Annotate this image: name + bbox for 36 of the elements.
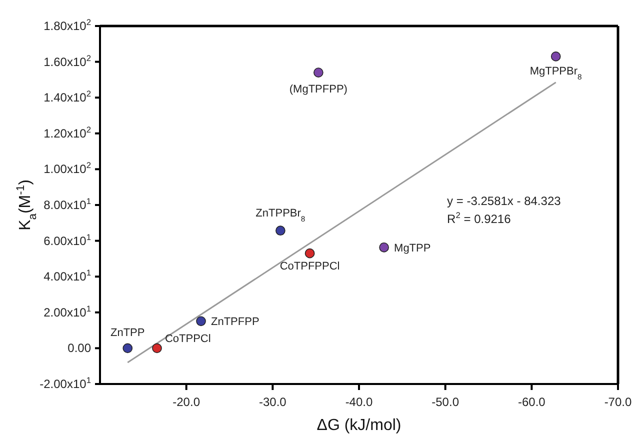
x-tick-label: -20.0 <box>172 395 200 409</box>
point <box>276 226 286 236</box>
x-tick-label: -70.0 <box>604 395 632 409</box>
point <box>379 242 389 252</box>
x-axis-title: ΔG (kJ/mol) <box>316 417 402 434</box>
point <box>550 52 561 62</box>
x-tick-label: -30.0 <box>258 395 287 409</box>
y-tick-label: -2.00x10$^{1}$ <box>40 375 92 391</box>
y-tick-label: 2.00x10$^{1}$ <box>44 303 92 320</box>
annotation: MgTPP <box>394 242 431 254</box>
point <box>304 248 315 258</box>
point <box>122 343 133 354</box>
annotation: (MgTPFPP) <box>289 84 348 96</box>
x-tick-label: -50.0 <box>432 395 460 409</box>
annotation: ZnTPPBr$_{8}$ <box>256 208 306 224</box>
y-tick-label: 0.00 <box>68 341 92 356</box>
point <box>314 68 324 78</box>
point <box>196 316 206 326</box>
x-tick-label: -40.0 <box>345 395 373 409</box>
y-tick-label: 1.80x10$^{2}$ <box>44 17 92 33</box>
annotation: CoTPFPPCl <box>280 260 340 272</box>
point <box>152 343 162 354</box>
annotation: R$^{2}$ = 0.9216 <box>447 210 512 226</box>
y-tick-label: 8.00x10$^{1}$ <box>44 196 92 212</box>
y-tick-label: 1.40x10$^{2}$ <box>44 88 92 105</box>
annotation: MgTPPBr$_{8}$ <box>530 65 582 81</box>
annotation: CoTPPCl <box>164 333 211 346</box>
annotation: ZnTPP <box>110 327 145 340</box>
y-tick-label: 4.00x10$^{1}$ <box>44 268 92 284</box>
y-tick-label: 1.00x10$^{2}$ <box>44 160 92 176</box>
annotation: ZnTPFPP <box>211 316 260 328</box>
annotation: y = -3.2581x - 84.323 <box>447 194 562 208</box>
y-tick-label: 6.00x10$^{1}$ <box>44 232 92 248</box>
x-tick-label: -60.0 <box>518 395 546 409</box>
y-tick-label: 1.60x10$^{2}$ <box>44 52 92 69</box>
y-tick-label: 1.20x10$^{2}$ <box>44 124 92 140</box>
